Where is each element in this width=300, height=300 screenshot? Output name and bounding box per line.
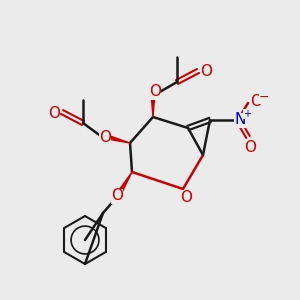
Text: O: O [99,130,111,146]
Text: O: O [180,190,192,205]
Text: −: − [259,91,269,103]
Text: O: O [244,140,256,154]
Text: O: O [111,188,123,203]
Text: O: O [48,106,60,121]
Text: O: O [250,94,262,110]
Text: O: O [200,64,212,80]
Polygon shape [106,135,130,143]
Polygon shape [118,172,132,193]
Text: N: N [234,112,246,128]
Text: +: + [243,109,251,119]
Polygon shape [151,93,155,117]
Text: O: O [149,85,161,100]
